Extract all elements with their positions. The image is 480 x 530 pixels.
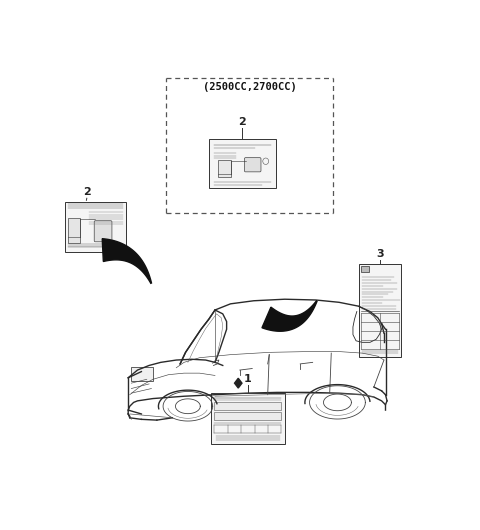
FancyBboxPatch shape [215,402,281,410]
Text: 2: 2 [83,188,91,198]
FancyBboxPatch shape [244,157,261,172]
Polygon shape [262,301,317,331]
Text: 1: 1 [244,374,252,384]
FancyBboxPatch shape [360,266,370,272]
FancyBboxPatch shape [209,139,276,188]
FancyBboxPatch shape [68,218,80,243]
FancyBboxPatch shape [211,393,285,444]
FancyBboxPatch shape [359,264,401,357]
Polygon shape [235,378,242,388]
Text: (2500CC,2700CC): (2500CC,2700CC) [203,82,297,92]
FancyBboxPatch shape [132,367,153,381]
Text: 3: 3 [376,250,384,260]
Polygon shape [102,238,152,284]
FancyBboxPatch shape [65,201,126,252]
Text: 2: 2 [239,117,246,127]
FancyBboxPatch shape [378,322,385,341]
FancyBboxPatch shape [94,220,112,242]
FancyBboxPatch shape [215,412,281,420]
FancyBboxPatch shape [217,160,230,176]
